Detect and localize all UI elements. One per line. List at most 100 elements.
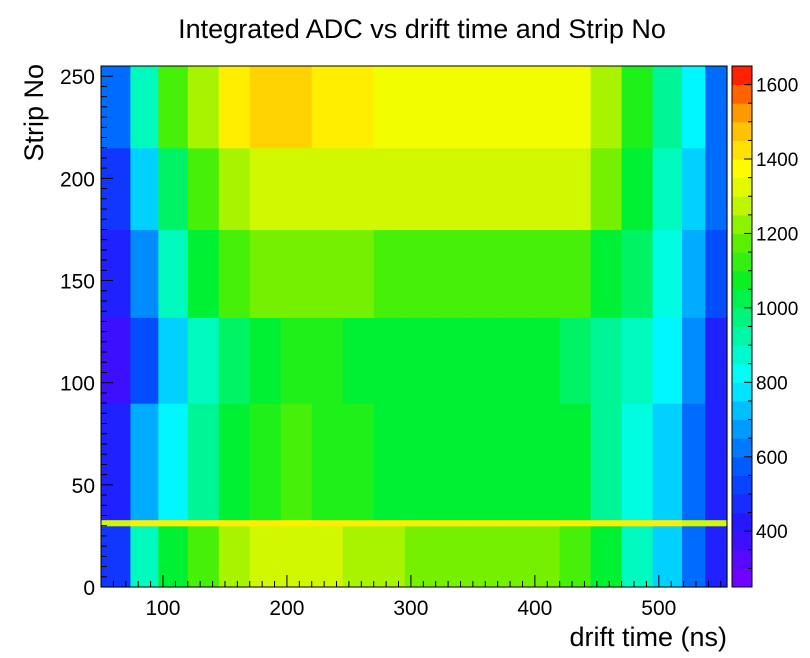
heatmap-cell [342, 519, 375, 527]
heatmap-cell [404, 403, 437, 521]
heatmap-cell [466, 403, 499, 521]
x-tick-label: 200 [269, 597, 304, 620]
color-scale-segment [732, 289, 752, 309]
heatmap-cell [435, 403, 468, 521]
color-scale-bar [731, 65, 753, 588]
heatmap-cell [249, 403, 282, 521]
heatmap-cell [528, 317, 561, 404]
heatmap-cell [497, 317, 530, 404]
heatmap-cell [249, 229, 282, 318]
heatmap-cell [249, 66, 282, 149]
chart-title: Integrated ADC vs drift time and Strip N… [178, 14, 666, 44]
x-axis-label: drift time (ns) [569, 622, 727, 652]
heatmap-cell [130, 519, 159, 527]
x-tick-label: 400 [517, 597, 552, 620]
heatmap-cell [187, 147, 220, 231]
heatmap-cell [404, 317, 437, 404]
color-scale-segment [732, 493, 752, 514]
heatmap-cell [497, 229, 530, 318]
x-tick-label: 500 [641, 597, 676, 620]
heatmap-cell [311, 519, 344, 527]
heatmap-cell [187, 519, 220, 527]
y-tick-label: 200 [60, 168, 95, 191]
heatmap-cell [130, 66, 159, 149]
heatmap-cell [218, 403, 251, 521]
z-tick-label: 800 [756, 373, 788, 394]
color-scale-segment [732, 400, 752, 421]
heatmap-cell [590, 317, 623, 404]
heatmap-cell [187, 317, 220, 404]
color-scale-segment [732, 549, 752, 569]
heatmap-cell [101, 317, 132, 404]
heatmap-cell [158, 317, 189, 404]
heatmap-cell [342, 317, 375, 404]
color-scale-segment [732, 252, 752, 272]
heatmap-cell [435, 317, 468, 404]
heatmap-cell [373, 147, 406, 231]
heatmap-cell [682, 229, 706, 318]
heatmap-cell [682, 519, 706, 527]
heatmap-cell [621, 229, 654, 318]
y-tick-label: 250 [60, 66, 95, 89]
z-tick-label: 1600 [756, 76, 798, 97]
heatmap-cell [621, 519, 654, 527]
heatmap-cell [559, 147, 592, 231]
heatmap-cell [559, 403, 592, 521]
heatmap-cell [621, 317, 654, 404]
color-scale-segment [732, 363, 752, 383]
heatmap-cell [130, 525, 159, 588]
heatmap-cell [158, 66, 189, 149]
color-scale-segment [732, 345, 752, 365]
color-scale-segment [732, 531, 752, 551]
heatmap-cell [435, 519, 468, 527]
heatmap-cell [682, 147, 706, 231]
heatmap-cell [621, 66, 654, 149]
heatmap-cell [528, 147, 561, 231]
z-tick-label: 1200 [756, 224, 798, 245]
heatmap-cell [528, 525, 561, 588]
heatmap-cell [218, 147, 251, 231]
heatmap-cell [652, 403, 683, 521]
heatmap-cell [559, 519, 592, 527]
color-scale-segment [732, 419, 752, 439]
heatmap-cell [130, 147, 159, 231]
heatmap-cell [652, 147, 683, 231]
heatmap-cell [435, 147, 468, 231]
color-scale-segment [732, 66, 752, 86]
heatmap-cell [682, 317, 706, 404]
heatmap-cell [218, 229, 251, 318]
heatmap-cell [158, 147, 189, 231]
heatmap-cell [249, 317, 282, 404]
heatmap-cell [705, 229, 728, 318]
heatmap-cell [682, 66, 706, 149]
heatmap-cell [404, 147, 437, 231]
heatmap-cell [101, 403, 132, 521]
heatmap-cell [311, 229, 344, 318]
heatmap-cell [342, 66, 375, 149]
heatmap-cell [559, 66, 592, 149]
heatmap-cell [373, 66, 406, 149]
heatmap-cell [497, 66, 530, 149]
heatmap-cell [373, 317, 406, 404]
heatmap-cell [528, 229, 561, 318]
heatmap-cell [218, 525, 251, 588]
heatmap-cell [249, 525, 282, 588]
heatmap-cell [435, 66, 468, 149]
color-scale-segment [732, 177, 752, 197]
y-tick-label: 50 [72, 475, 95, 498]
heatmap-cell [280, 66, 313, 149]
heatmap-cell [590, 229, 623, 318]
heatmap-cell [559, 317, 592, 404]
heatmap-cell [404, 525, 437, 588]
heatmap-cell [705, 519, 728, 527]
heatmap-cell [187, 403, 220, 521]
heatmap-cell [435, 229, 468, 318]
heatmap-cell [187, 525, 220, 588]
z-tick-label: 1000 [756, 299, 798, 320]
z-tick-label: 600 [756, 448, 788, 469]
color-scale-segment [732, 84, 752, 104]
heatmap-cell [590, 525, 623, 588]
heatmap-cell [497, 403, 530, 521]
color-scale-segment [732, 438, 752, 458]
